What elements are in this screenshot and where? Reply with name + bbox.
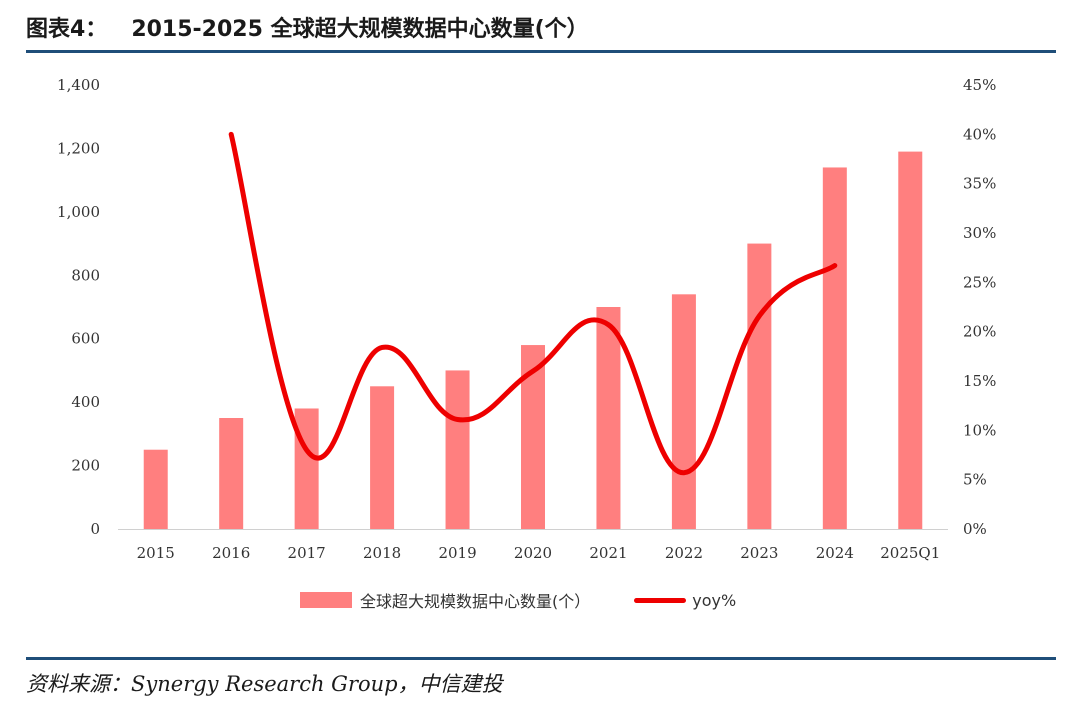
bars-layer: [143, 151, 923, 530]
bar-2016: [219, 418, 244, 529]
top-divider: [26, 50, 1056, 53]
bar-2018: [370, 386, 395, 529]
y-right-tick-label: 10%: [963, 421, 996, 439]
source-text: Synergy Research Group，中信建投: [131, 672, 503, 696]
x-tick-label: 2025Q1: [880, 544, 940, 562]
bar-2021: [596, 307, 621, 529]
y-left-tick-label: 200: [71, 457, 100, 475]
legend-bar-swatch: [300, 592, 352, 608]
x-tick-label: 2015: [137, 544, 175, 562]
x-tick-label: 2016: [212, 544, 250, 562]
axes-layer: 2015 2016 2017 2018 2019 2020 2021 2022 2023 2024…: [57, 76, 996, 562]
bar-2023: [747, 243, 772, 530]
y-right-tick-label: 5%: [963, 471, 987, 489]
y-right-tick-label: 35%: [963, 175, 996, 193]
y-left-tick-label: 1,400: [57, 76, 100, 94]
yoy-line: [228, 131, 838, 476]
y-left-tick-label: 0: [90, 520, 100, 538]
y-left-tick-label: 1,000: [57, 203, 100, 221]
source-label: 资料来源：: [26, 672, 131, 696]
x-tick-label: 2020: [514, 544, 552, 562]
x-tick-label: 2019: [438, 544, 476, 562]
x-tick-label: 2021: [589, 544, 627, 562]
y-left-tick-label: 400: [71, 393, 100, 411]
y-right-tick-label: 15%: [963, 372, 996, 390]
y-right-tick-label: 40%: [963, 125, 996, 143]
y-right-tick-label: 45%: [963, 76, 996, 94]
bar-2022: [671, 294, 696, 529]
chart: 2015 2016 2017 2018 2019 2020 2021 2022 2023 2024…: [57, 76, 996, 562]
x-tick-label: 2017: [288, 544, 326, 562]
line-layer: [228, 131, 838, 476]
bar-2025Q1: [898, 151, 923, 529]
y-right-tick-label: 20%: [963, 323, 996, 341]
bar-2024: [822, 167, 847, 529]
y-left-tick-label: 800: [71, 266, 100, 284]
x-tick-label: 2018: [363, 544, 401, 562]
chart-title: 2015-2025 全球超大规模数据中心数量(个）: [131, 17, 589, 42]
legend-line-swatch: [634, 597, 687, 603]
figure-label: 图表4：: [26, 17, 108, 42]
x-tick-label: 2024: [816, 544, 854, 562]
legend: 全球超大规模数据中心数量(个） yoy%: [300, 588, 736, 612]
y-left-tick-label: 600: [71, 330, 100, 348]
x-tick-label: 2023: [740, 544, 778, 562]
y-right-tick-label: 25%: [963, 273, 996, 291]
x-tick-label: 2022: [665, 544, 703, 562]
figure-title: 图表4： 2015-2025 全球超大规模数据中心数量(个）: [26, 10, 589, 50]
legend-bar-label: 全球超大规模数据中心数量(个）: [360, 592, 591, 611]
y-right-tick-label: 30%: [963, 224, 996, 242]
bar-2019: [445, 370, 470, 529]
source-note: 资料来源：Synergy Research Group，中信建投: [26, 668, 503, 698]
bar-2017: [294, 408, 319, 529]
legend-line-label: yoy%: [692, 590, 737, 610]
y-right-tick-label: 0%: [963, 520, 987, 538]
bar-2015: [143, 449, 168, 529]
bottom-divider: [26, 657, 1056, 660]
y-left-tick-label: 1,200: [57, 139, 100, 157]
